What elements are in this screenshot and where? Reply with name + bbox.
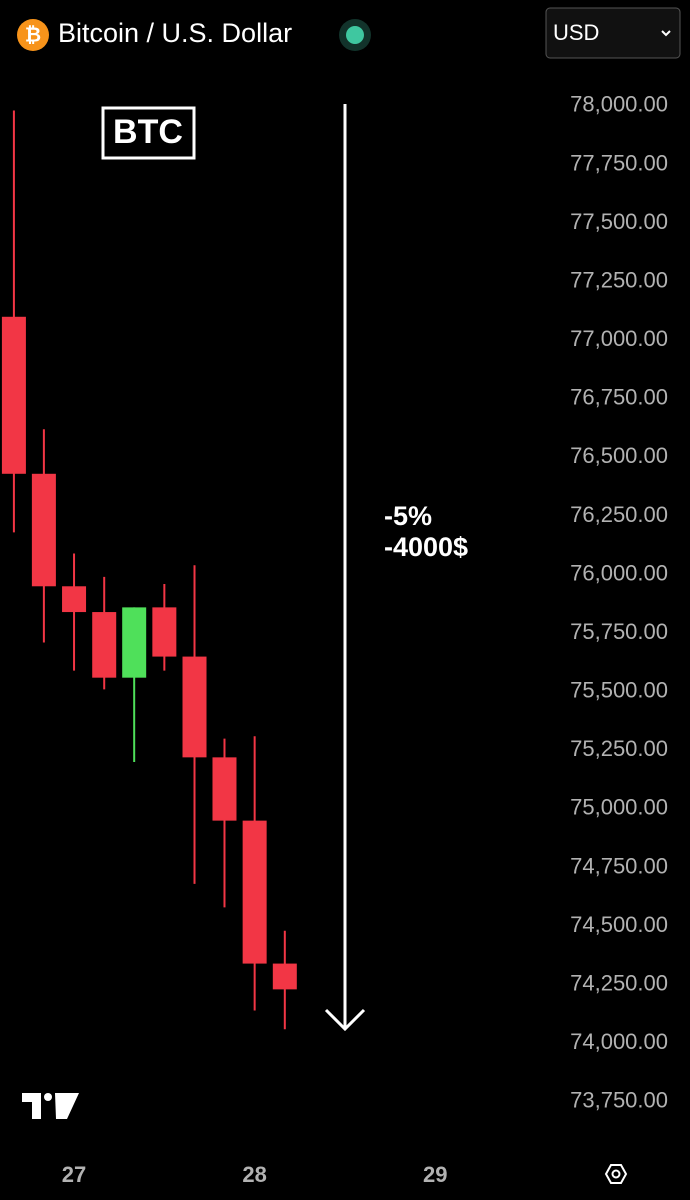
status-dot bbox=[346, 26, 364, 44]
badge-box bbox=[101, 106, 196, 160]
candle-body bbox=[182, 656, 207, 758]
y-tick-label: 77,750.00 bbox=[570, 150, 668, 175]
y-tick-label: 75,250.00 bbox=[570, 736, 668, 761]
logo-part bbox=[44, 1093, 52, 1101]
y-tick-label: 76,000.00 bbox=[570, 560, 668, 585]
x-tick-label: 28 bbox=[242, 1162, 266, 1187]
chart-title: Bitcoin / U.S. Dollar bbox=[58, 18, 292, 48]
y-tick-label: 77,250.00 bbox=[570, 267, 668, 292]
y-tick-label: 73,750.00 bbox=[570, 1088, 668, 1113]
candle-body bbox=[92, 612, 117, 678]
candle-body bbox=[62, 586, 87, 613]
x-tick-label: 27 bbox=[62, 1162, 86, 1187]
select-caret bbox=[661, 30, 671, 37]
y-tick-label: 76,250.00 bbox=[570, 502, 668, 527]
coin-icon bbox=[17, 19, 49, 51]
candle-body bbox=[272, 963, 297, 990]
coin-symbol: ₿ bbox=[25, 24, 41, 46]
y-tick-label: 77,000.00 bbox=[570, 326, 668, 351]
currency-select[interactable]: USD bbox=[545, 7, 681, 59]
x-tick-label: 29 bbox=[423, 1162, 447, 1187]
annotation: -5% bbox=[384, 501, 432, 531]
y-tick-label: 74,250.00 bbox=[570, 970, 668, 995]
y-tick-label: 75,750.00 bbox=[570, 619, 668, 644]
annotation: -4000$ bbox=[384, 532, 468, 562]
badge: BTC bbox=[113, 113, 183, 151]
select-label[interactable]: USD bbox=[553, 20, 599, 45]
y-tick-label: 76,500.00 bbox=[570, 443, 668, 468]
candle-body bbox=[212, 757, 237, 821]
y-tick-label: 75,000.00 bbox=[570, 795, 668, 820]
settings-icon[interactable] bbox=[604, 1164, 628, 1184]
y-tick-label: 74,500.00 bbox=[570, 912, 668, 937]
candle-body bbox=[152, 607, 177, 657]
y-tick-label: 78,000.00 bbox=[570, 92, 668, 117]
arrow-head bbox=[324, 1008, 366, 1032]
settings-icon-center[interactable] bbox=[611, 1169, 621, 1179]
logo-part bbox=[55, 1093, 79, 1119]
candle-body bbox=[31, 473, 56, 587]
y-tick-label: 76,750.00 bbox=[570, 385, 668, 410]
tv-logo bbox=[22, 1093, 79, 1119]
y-tick-label: 75,500.00 bbox=[570, 678, 668, 703]
logo-part bbox=[22, 1093, 41, 1119]
y-tick-label: 74,000.00 bbox=[570, 1029, 668, 1054]
candle-body bbox=[122, 607, 147, 678]
select-box[interactable] bbox=[545, 7, 681, 59]
y-tick-label: 77,500.00 bbox=[570, 209, 668, 234]
candle-body bbox=[242, 820, 267, 964]
candle-body bbox=[1, 316, 26, 474]
y-tick-label: 74,750.00 bbox=[570, 853, 668, 878]
